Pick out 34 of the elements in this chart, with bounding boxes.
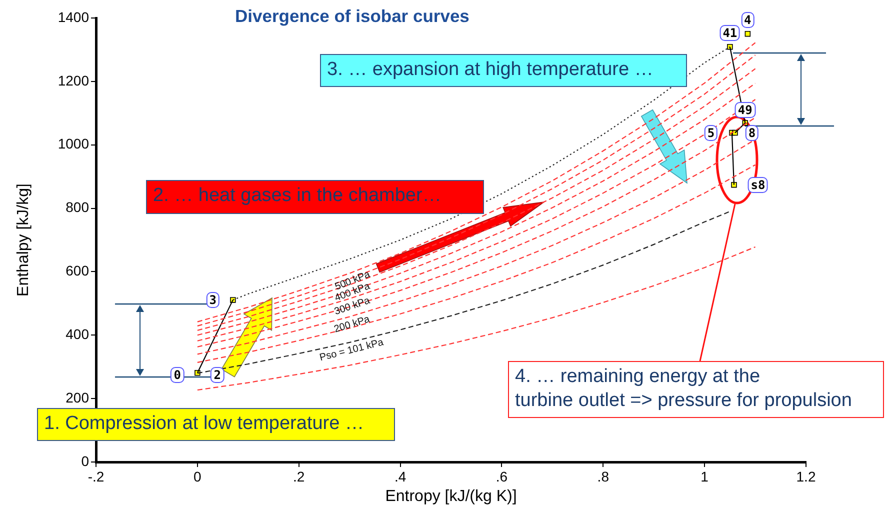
x-tick-label: .2 xyxy=(293,468,305,484)
annotation: 3 xyxy=(206,292,220,308)
x-tick-label: 0 xyxy=(194,468,202,484)
annotation: 5 xyxy=(704,124,718,141)
x-tick-label: .8 xyxy=(597,468,610,484)
text: 200 kPa xyxy=(332,314,372,336)
annotation: 2 xyxy=(210,366,224,383)
text: Pso = 101 kPa xyxy=(318,337,386,364)
y-tick-label: 600 xyxy=(66,262,90,279)
annotation: 49 xyxy=(734,102,756,118)
x-tick-label: .4 xyxy=(394,468,406,484)
annotation: 0 xyxy=(170,366,184,383)
y-tick-label: 1000 xyxy=(58,136,90,152)
y-tick-label: 1200 xyxy=(58,72,90,88)
chart-title: Divergence of isobar curves xyxy=(235,6,470,27)
y-tick-label: 0 xyxy=(81,452,90,469)
callout-box: 4. … remaining energy at the turbine outlet => pressure for propulsion xyxy=(508,361,884,418)
x-axis-title: Entropy [kJ/(kg K)] xyxy=(385,488,517,505)
annotation: 4 xyxy=(741,12,754,28)
callout-box: 2. … heat gases in the chamber… xyxy=(146,180,484,214)
y-tick-label: 800 xyxy=(66,199,90,216)
x-tick-label: -.2 xyxy=(88,468,104,484)
x-tick-label: 1 xyxy=(700,468,709,484)
y-axis-title: Enthalpy [kJ/kg] xyxy=(15,184,32,296)
annotation: 8 xyxy=(745,124,759,141)
callout-box: 1. Compression at low temperature … xyxy=(37,408,395,441)
x-tick-label: 1.2 xyxy=(796,468,816,484)
annotation: s8 xyxy=(748,176,768,193)
callout-box: 3. … expansion at high temperature … xyxy=(320,54,687,87)
y-tick-label: 200 xyxy=(66,389,90,406)
x-tick-label: .6 xyxy=(496,468,508,484)
y-tick-label: 400 xyxy=(66,326,90,342)
annotation: 41 xyxy=(720,24,740,41)
y-tick-label: 1400 xyxy=(58,8,90,25)
